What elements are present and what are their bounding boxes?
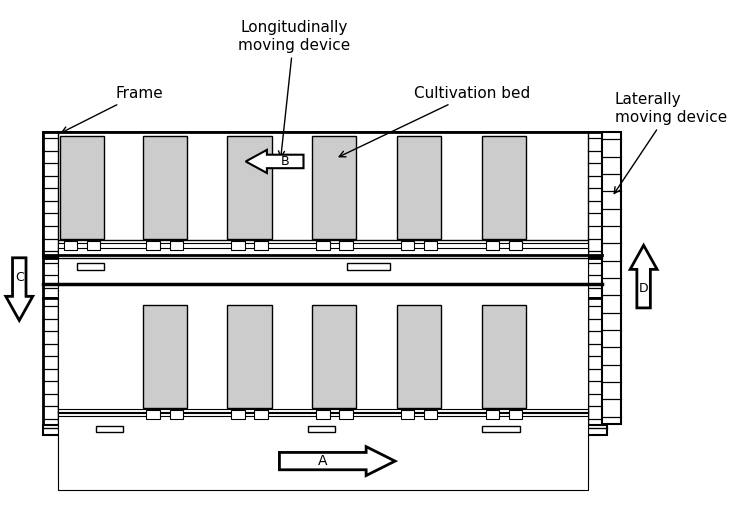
- Bar: [509, 410, 522, 419]
- Text: A: A: [318, 454, 327, 468]
- Bar: [146, 410, 160, 419]
- Bar: [77, 263, 104, 270]
- Bar: [57, 243, 588, 480]
- Polygon shape: [630, 245, 657, 308]
- Text: B: B: [281, 155, 289, 168]
- Bar: [43, 298, 602, 425]
- Bar: [43, 132, 602, 255]
- Bar: [231, 410, 245, 419]
- Text: Longitudinally
moving device: Longitudinally moving device: [238, 20, 350, 157]
- Polygon shape: [6, 258, 33, 321]
- Bar: [57, 409, 588, 412]
- Bar: [312, 305, 357, 408]
- Bar: [316, 410, 330, 419]
- Bar: [486, 241, 499, 250]
- Bar: [397, 136, 442, 239]
- Bar: [254, 410, 268, 419]
- Polygon shape: [245, 150, 304, 173]
- Bar: [482, 136, 526, 239]
- Bar: [602, 132, 621, 424]
- Bar: [339, 241, 353, 250]
- Bar: [96, 426, 123, 432]
- Bar: [308, 426, 335, 432]
- Text: Laterally
moving device: Laterally moving device: [614, 92, 727, 193]
- Bar: [142, 305, 187, 408]
- Bar: [142, 136, 187, 239]
- Bar: [482, 426, 520, 432]
- Bar: [397, 305, 442, 408]
- Bar: [57, 413, 588, 416]
- Bar: [146, 241, 160, 250]
- Bar: [60, 136, 104, 239]
- Bar: [43, 258, 602, 298]
- Text: Cultivation bed: Cultivation bed: [339, 86, 530, 157]
- Bar: [316, 241, 330, 250]
- Text: D: D: [639, 282, 648, 295]
- Bar: [486, 410, 499, 419]
- Bar: [254, 241, 268, 250]
- Text: C: C: [15, 271, 24, 284]
- Polygon shape: [280, 446, 395, 476]
- Bar: [401, 410, 414, 419]
- Text: Frame: Frame: [62, 86, 163, 132]
- Bar: [63, 241, 77, 250]
- Bar: [424, 241, 437, 250]
- Bar: [482, 305, 526, 408]
- Bar: [87, 241, 100, 250]
- Bar: [347, 263, 390, 270]
- Bar: [339, 410, 353, 419]
- Bar: [228, 305, 272, 408]
- Bar: [312, 136, 357, 239]
- Bar: [228, 136, 272, 239]
- Bar: [231, 241, 245, 250]
- Bar: [509, 241, 522, 250]
- Bar: [424, 410, 437, 419]
- Bar: [43, 425, 607, 435]
- Bar: [43, 132, 602, 257]
- Bar: [169, 410, 183, 419]
- Bar: [169, 241, 183, 250]
- Bar: [57, 248, 588, 490]
- Bar: [401, 241, 414, 250]
